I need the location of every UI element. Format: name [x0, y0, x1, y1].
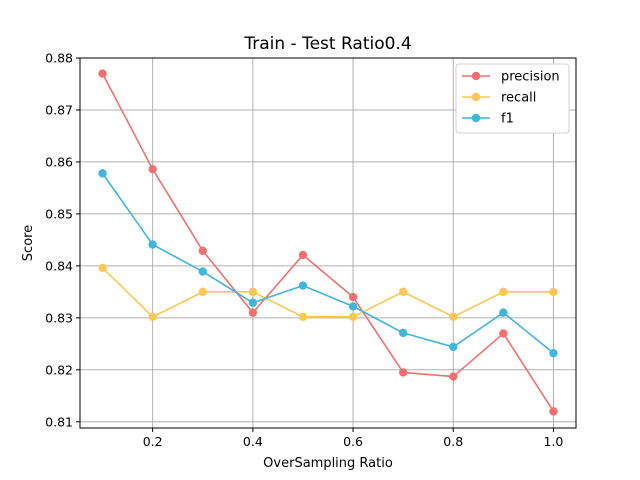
series-line-precision — [101, 73, 555, 412]
data-point-recall — [98, 263, 107, 273]
data-point-recall — [398, 287, 408, 297]
data-point-f1 — [549, 348, 558, 358]
legend-marker — [471, 113, 481, 123]
axis-ticks: 0.2 0.4 0.6 0.8 1.0 0.81 0.82 0.83 0.84 0.85 0.86 0… — [45, 51, 563, 450]
series-line-recall — [101, 267, 554, 318]
data-point-recall — [549, 287, 558, 297]
series-recall — [98, 263, 558, 321]
series-precision — [98, 69, 558, 416]
data-point-f1 — [449, 342, 458, 352]
legend-label: precision — [501, 70, 560, 85]
data-point-precision — [248, 308, 258, 317]
data-point-f1 — [348, 302, 358, 311]
x-axis-label: OverSampling Ratio — [263, 456, 393, 471]
y-tick-label: 0.84 — [45, 258, 73, 273]
legend: precision recall f1 — [455, 63, 570, 134]
data-point-precision — [499, 329, 508, 338]
data-point-recall — [248, 287, 258, 297]
data-point-f1 — [198, 267, 207, 276]
data-point-f1 — [148, 240, 157, 249]
y-tick-label: 0.86 — [45, 154, 73, 169]
y-axis-label: Score — [21, 225, 36, 261]
data-point-f1 — [248, 298, 258, 307]
x-tick-label: 0.4 — [243, 434, 263, 449]
x-tick-label: 0.2 — [143, 434, 163, 449]
data-point-f1 — [98, 169, 107, 178]
y-tick-label: 0.81 — [45, 414, 73, 429]
data-point-recall — [148, 312, 157, 321]
x-tick-label: 0.8 — [443, 434, 463, 449]
legend-label: recall — [501, 91, 536, 106]
data-point-precision — [148, 165, 157, 174]
data-point-f1 — [298, 281, 308, 290]
data-point-recall — [449, 312, 458, 321]
chart-title: Train - Test Ratio0.4 — [243, 34, 411, 54]
legend-item-precision: precision — [462, 70, 560, 85]
legend-marker — [471, 71, 481, 81]
series-line-f1 — [101, 172, 554, 354]
legend-item-recall: recall — [462, 91, 536, 106]
y-tick-label: 0.82 — [45, 362, 73, 377]
y-tick-label: 0.88 — [45, 51, 73, 66]
data-point-precision — [398, 368, 408, 377]
data-point-recall — [198, 287, 207, 297]
data-point-precision — [98, 69, 107, 78]
legend-label: f1 — [501, 112, 514, 127]
y-tick-label: 0.83 — [45, 310, 73, 325]
data-point-recall — [348, 312, 358, 321]
data-point-f1 — [398, 328, 408, 338]
data-point-precision — [298, 250, 308, 260]
y-tick-label: 0.85 — [45, 206, 73, 221]
y-tick-label: 0.87 — [45, 102, 73, 117]
legend-marker — [471, 92, 481, 102]
data-point-recall — [298, 312, 308, 321]
plot-frame — [79, 57, 577, 429]
legend-box — [455, 63, 570, 134]
data-point-recall — [499, 287, 508, 297]
data-point-precision — [549, 407, 558, 416]
data-point-precision — [449, 372, 458, 381]
series-layer — [98, 69, 558, 416]
data-point-precision — [348, 292, 358, 302]
x-tick-label: 0.6 — [343, 434, 363, 449]
data-point-f1 — [499, 308, 508, 317]
series-f1 — [98, 169, 558, 358]
legend-item-f1: f1 — [462, 112, 514, 127]
data-point-precision — [198, 246, 207, 255]
x-tick-label: 1.0 — [544, 434, 564, 449]
